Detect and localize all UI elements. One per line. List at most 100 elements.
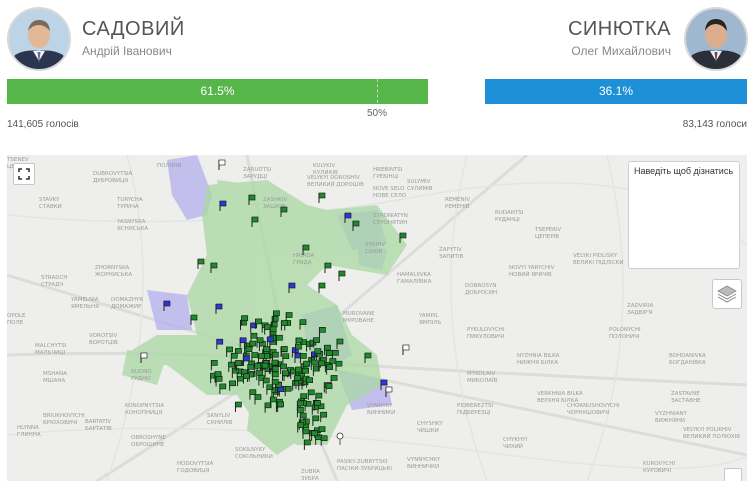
flag-marker-icon [256,337,264,348]
place-label: REMENIV [445,197,470,203]
flag-marker-icon [251,216,259,227]
flag-marker-icon [306,377,313,388]
place-label: ЧИШКИ [417,428,439,434]
place-label: BRIUKHOVYCHI [43,413,85,419]
place-label: VERKHNIA BILKA [537,391,583,397]
flag-marker-icon [282,353,290,364]
flag-marker-icon [299,353,307,364]
place-label: ЯМЕЛЬНЯ [71,304,99,310]
place-label: SYKHIV [365,242,385,248]
flag-marker-icon [324,344,331,356]
flag-marker-icon [271,359,279,371]
flag-marker-icon [251,352,259,363]
place-label: БАРТАТІВ [85,426,112,432]
flag-marker-icon [352,220,360,231]
place-label: СОКІЛЬНИКИ [235,454,273,460]
place-label: MALCHYTSI [35,343,67,349]
place-label: ВИННИЧКИ [407,464,439,470]
flag-marker-icon [294,375,301,386]
flag-marker-icon [318,192,326,203]
place-label: YASNYSKA [116,219,146,225]
flag-marker-icon [320,411,328,423]
place-label: PIDBEREZTSI [457,403,493,409]
place-label: ГРЯДА [293,260,312,266]
flag-marker-icon [317,360,325,371]
place-label: VELYKYI POLIKHIV [683,427,732,433]
midpoint-line [377,79,378,103]
place-label: DOMAZHYR [111,297,143,303]
flag-marker-icon [245,346,253,357]
fullscreen-button[interactable] [13,163,35,185]
flag-marker-icon [242,373,250,384]
place-label: ПОЛЯНИ [157,163,182,169]
place-label: ВОРОТЦІВ [89,340,118,346]
flag-marker-icon [210,262,218,273]
place-label: ПОЛОНИЧІ [609,334,640,340]
map-corner-control[interactable] [724,468,742,481]
place-label: STAVKY [39,197,60,203]
place-label: VELYKYI DOROSHIV [307,175,360,181]
flag-marker-icon [248,194,256,205]
place-label: ZASTAVNE [671,391,700,397]
flag-marker-icon [338,270,346,281]
place-label: СИХІВ [365,249,382,255]
place-label: ЗАСТАВНЕ [671,398,701,404]
flag-marker-icon [280,206,288,217]
flag-marker-icon [313,337,320,348]
place-label: HRIADA [293,253,314,259]
place-label: RUDANTSI [495,210,524,216]
place-label: НИЖНЯ БІЛКА [517,360,558,366]
place-label: VELYKI PIDLISKY [573,253,618,259]
place-label: PASIKY-ZUBRYTSKI [337,459,388,465]
layers-icon [717,285,737,303]
flag-marker-icon [402,344,410,355]
place-label: МШАНА [43,378,66,384]
fullscreen-icon [18,168,30,180]
place-label: HLYNNA [17,425,39,431]
flag-marker-icon [250,322,258,333]
place-label: KULYKIV [313,163,335,169]
flag-marker-icon [216,338,224,350]
place-label: YAMPIL [418,313,439,319]
place-label: СКНИЛІВ [207,420,233,426]
flag-marker-icon [277,401,284,412]
place-label: ПІДБЕРЕЗЦІ [457,410,491,416]
flag-marker-icon [262,377,270,388]
flag-marker-icon [269,326,277,337]
result-bar-left: 61.5% [7,79,428,104]
flag-marker-icon [399,232,407,243]
place-label: ZAPYTIV [439,247,462,253]
flag-marker-icon [280,320,288,331]
flag-marker-icon [336,338,344,349]
place-label: ZASHKIV [263,197,287,203]
candidate-left-surname: САДОВИЙ [82,18,185,40]
place-label: СТАВКИ [39,204,62,210]
flag-marker-icon [266,336,274,347]
place-label: НОВИЙ ЯРИЧІВ [509,271,552,278]
flag-marker-icon [163,300,171,311]
flag-marker-icon [311,430,318,441]
results-map[interactable]: ПОЛЯНИ ZARUDTSI ЗАРУДЦІ KULYKIV КУЛИКІВ HREBI… [7,155,747,481]
place-label: VYNNYCHKY [407,457,441,463]
layers-button[interactable] [712,279,742,309]
place-label: ЗУБРА [301,476,319,481]
place-label: ДОМАЖИР [111,304,142,310]
flag-marker-icon [314,400,321,411]
flag-marker-icon [218,159,226,170]
place-label: ЖОРНИСЬКА [95,272,132,278]
place-label: ГАМАЛІЇВКА [397,278,432,285]
flag-marker-icon [197,258,205,269]
place-label: КУЛИКІВ [313,170,338,176]
place-label: КУРОВИЧІ [643,468,672,474]
place-label: KUROVYCHI [643,461,675,467]
flag-marker-icon [310,359,318,371]
flag-marker-icon [247,364,255,375]
flag-marker-icon [255,318,262,329]
place-label: STRADCH [41,275,67,281]
flag-marker-icon [344,212,352,223]
flag-marker-icon [318,327,326,338]
place-label: ГРЕБІНЦІ [373,174,399,180]
result-percent-right: 36.1% [598,84,634,98]
votes-left: 141,605 голосів [7,119,79,130]
